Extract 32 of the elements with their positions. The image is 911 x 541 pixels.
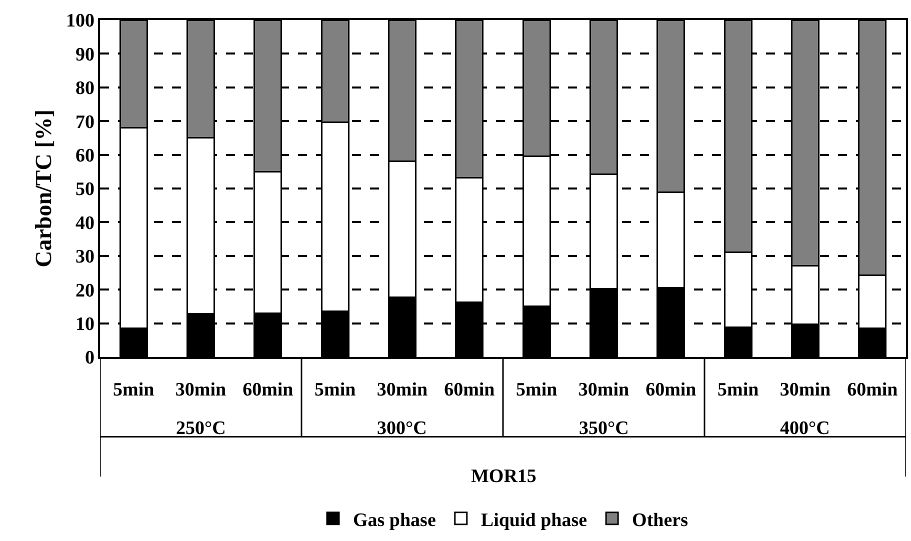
x-tick-label: 5min	[717, 380, 760, 401]
text: 250°C	[176, 418, 226, 439]
x-tick-label: 60min	[646, 380, 697, 401]
y-tick-label: 50	[75, 179, 94, 200]
y-tick-label: 10	[75, 314, 94, 335]
y-tick-label: 70	[75, 112, 94, 133]
legend-label: Others	[632, 510, 688, 531]
x-tick-label: 30min	[175, 380, 227, 401]
x-tick-label: 5min	[516, 380, 558, 401]
text: 350°C	[579, 418, 629, 439]
y-tick-label: 80	[75, 78, 94, 100]
y-tick-label: 30	[75, 246, 94, 268]
y-tick-label: 20	[75, 280, 94, 302]
x-tick-label: 30min	[780, 380, 832, 401]
x-tick-label: 60min	[847, 380, 898, 401]
x-tick-label: 30min	[578, 380, 630, 401]
y-axis-title: Carbon/TC [%]	[30, 110, 56, 268]
x-axis-title: MOR15	[471, 466, 536, 487]
text: 300°C	[377, 418, 427, 439]
x-tick-label: 60min	[242, 380, 294, 401]
legend-label: Liquid phase	[480, 510, 588, 531]
x-tick-label: 60min	[444, 380, 496, 401]
text: 400°C	[780, 418, 830, 439]
legend-label: Gas phase	[353, 510, 436, 531]
y-tick-label: 40	[75, 212, 94, 234]
y-tick-label: 90	[75, 44, 94, 66]
y-tick-label: 0	[84, 348, 94, 369]
y-tick-label: 60	[75, 145, 94, 166]
x-tick-label: 5min	[314, 380, 356, 401]
y-tick-label: 100	[66, 10, 94, 32]
x-tick-label: 30min	[376, 380, 428, 401]
x-tick-label: 5min	[112, 380, 155, 401]
